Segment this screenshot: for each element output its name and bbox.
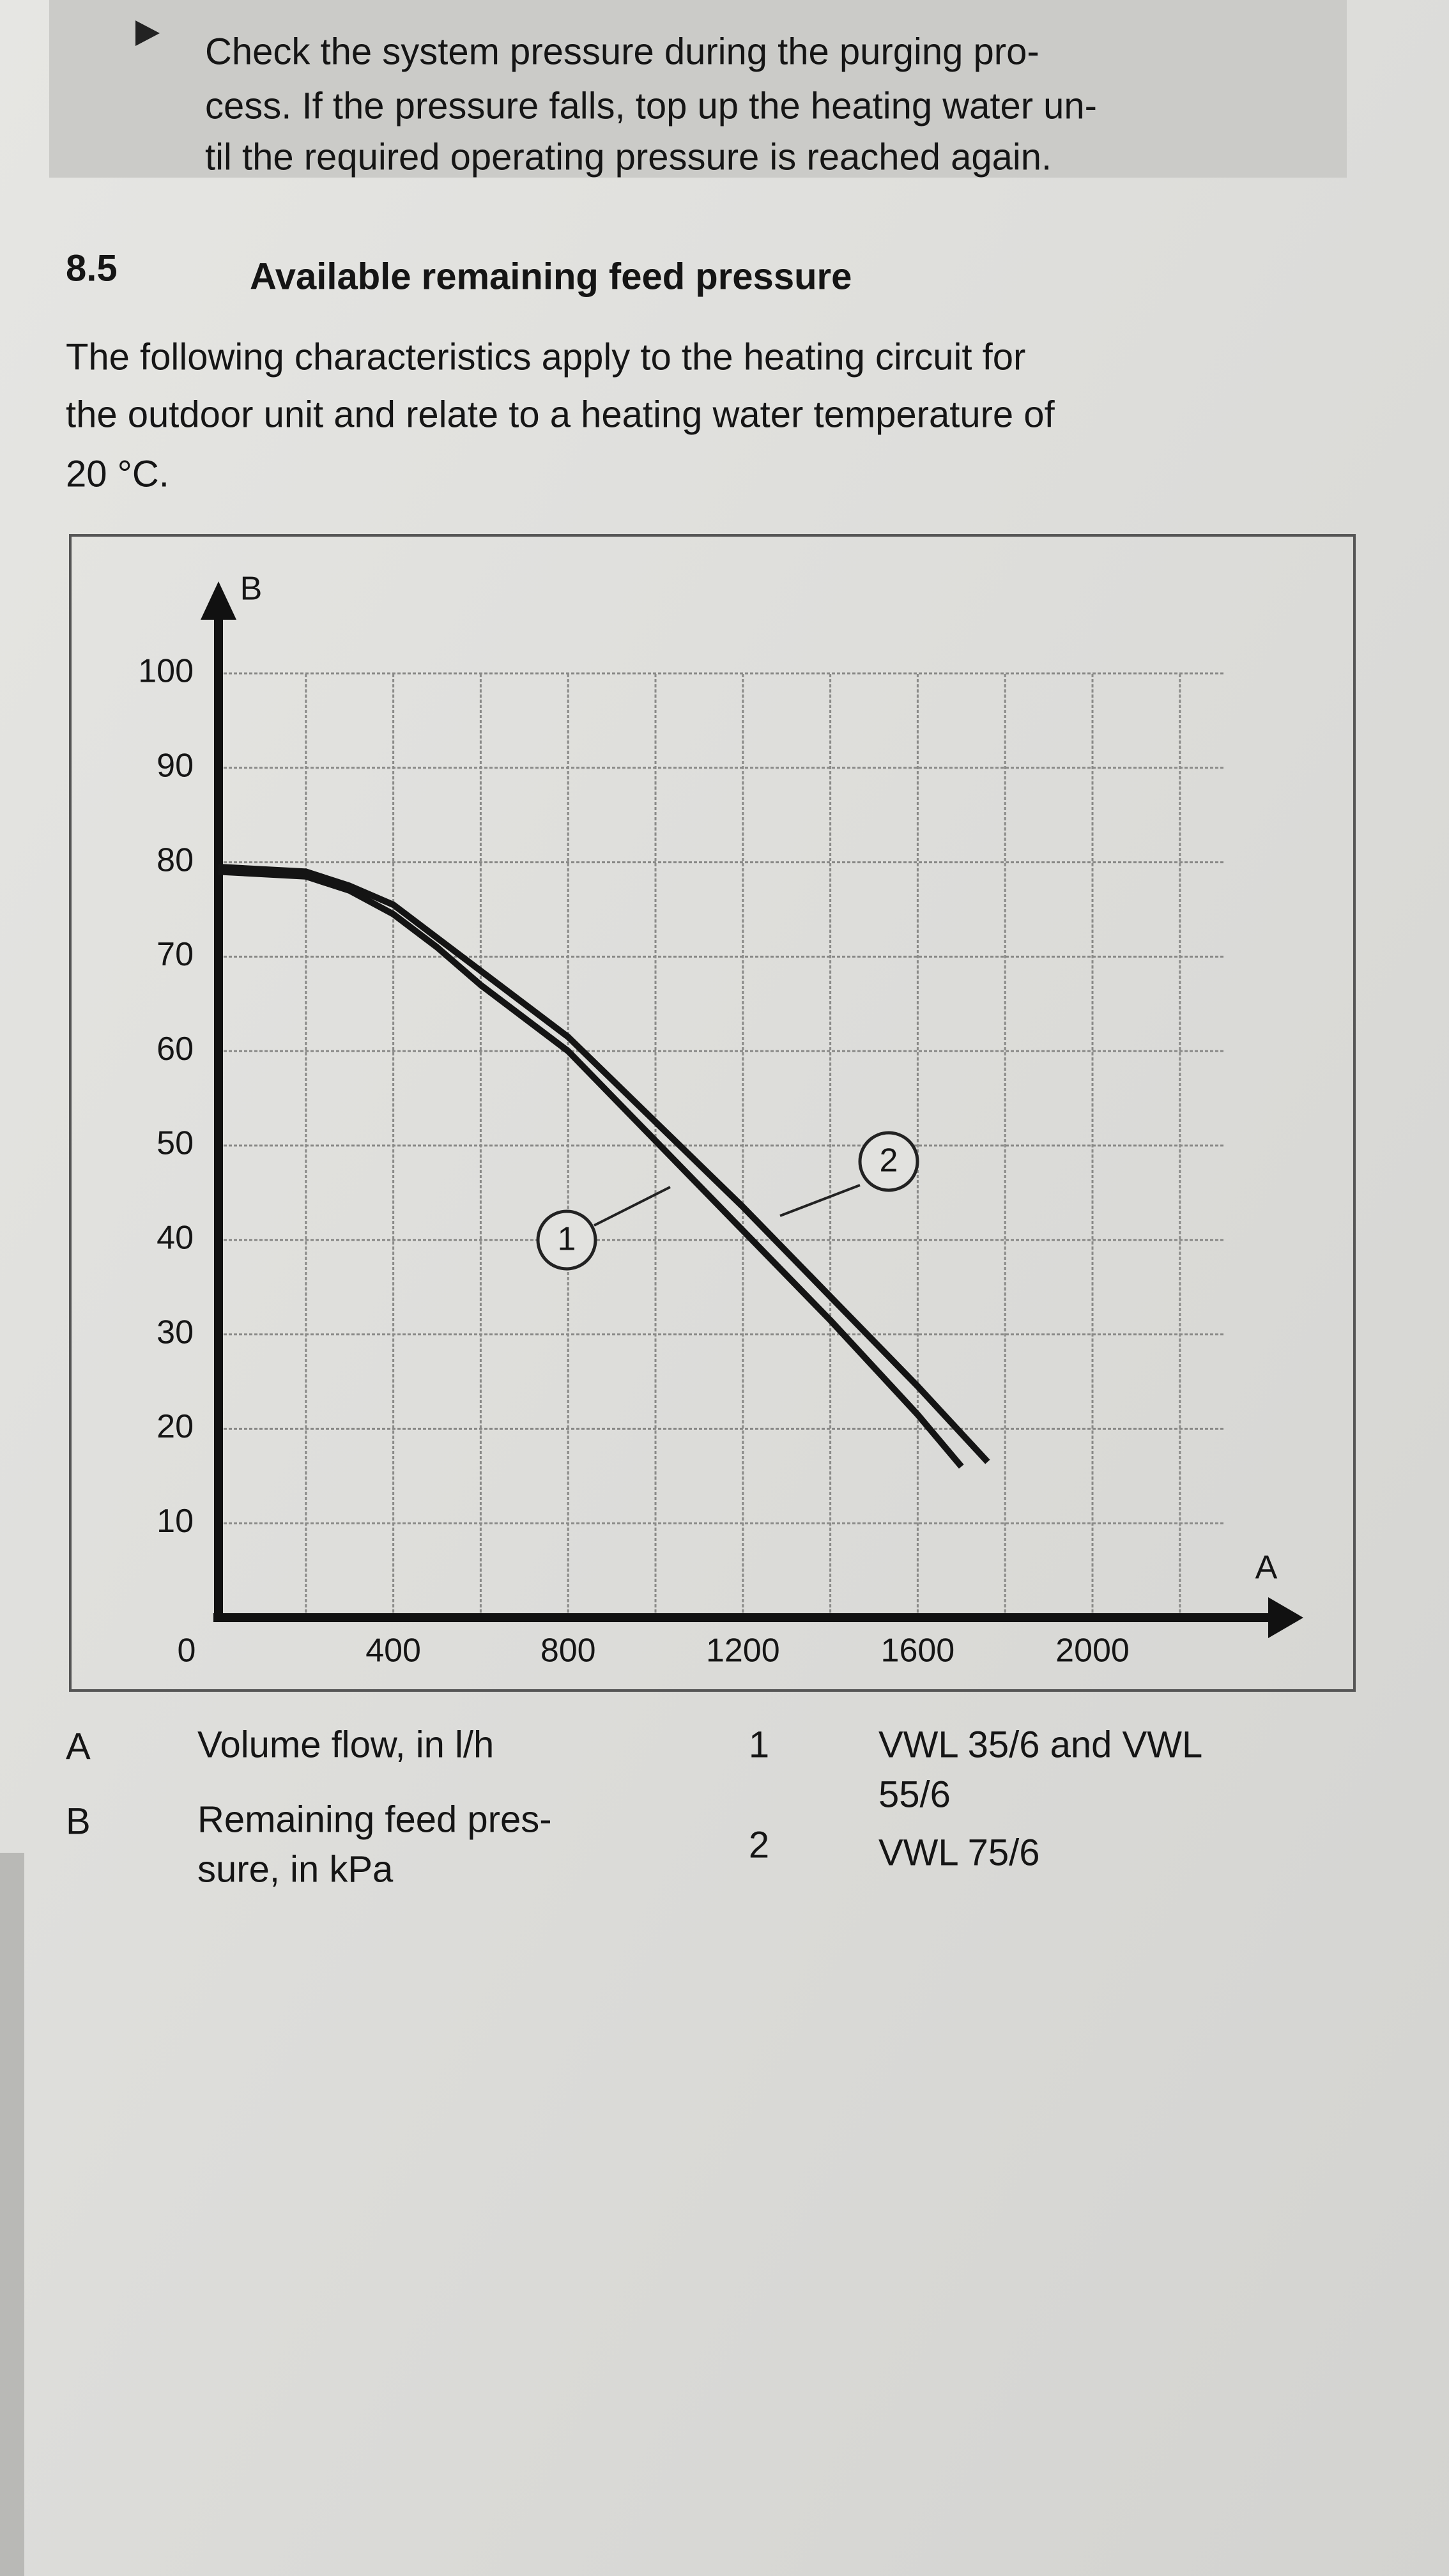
chart-frame [69, 534, 1356, 1692]
callout-label: 2 [880, 1142, 898, 1179]
notice-box [49, 0, 1347, 178]
x-tick-label: 1600 [881, 1632, 955, 1669]
y-tick-label: 30 [157, 1314, 194, 1351]
y-tick-label: 90 [157, 747, 194, 785]
y-tick-label: 40 [157, 1220, 194, 1257]
legend-text: Remaining feed pres- [197, 1798, 552, 1840]
legend-text: VWL 75/6 [878, 1832, 1040, 1873]
paragraph-line: 20 °C. [66, 453, 169, 494]
notice-line: Check the system pressure during the pur… [205, 31, 1039, 72]
y-tick-label: 10 [157, 1503, 194, 1540]
legend-key: B [66, 1800, 91, 1842]
x-tick-label: 400 [365, 1632, 421, 1669]
legend-text: VWL 35/6 and VWL [878, 1724, 1202, 1765]
x-axis-arrow [1268, 1597, 1303, 1638]
y-axis-arrow [201, 581, 236, 620]
callout-circle [858, 1131, 919, 1192]
callout-label: 1 [558, 1221, 576, 1258]
y-tick-label: 70 [157, 936, 194, 973]
legend: A Volume flow, in l/h B Remaining feed pres… [66, 1724, 1202, 1890]
x-tick-label: 0 [178, 1632, 196, 1669]
x-axis-label: A [1255, 1549, 1278, 1586]
y-tick-label: 20 [157, 1408, 194, 1445]
paragraph-line: The following characteristics apply to t… [66, 336, 1025, 378]
notice-arrow [135, 20, 160, 46]
legend-text: Volume flow, in l/h [197, 1724, 494, 1765]
notice-line: cess. If the pressure falls, top up the … [205, 85, 1097, 126]
y-axis-label: B [240, 571, 263, 608]
x-tick-label: 800 [540, 1632, 596, 1669]
paragraph-line: the outdoor unit and relate to a heating… [66, 394, 1055, 435]
y-tick-label: 80 [157, 841, 194, 878]
legend-key: A [66, 1726, 91, 1767]
section-number: 8.5 [66, 247, 118, 289]
legend-text: sure, in kPa [197, 1848, 394, 1890]
y-tick-label: 50 [157, 1125, 194, 1162]
x-tick-label: 2000 [1055, 1632, 1130, 1669]
legend-key: 2 [749, 1824, 769, 1866]
series-line [218, 863, 990, 1464]
callout-leader [594, 1186, 671, 1227]
section-title: Available remaining feed pressure [250, 256, 852, 297]
chart: 10 20 30 40 50 60 70 80 90 100 0 400 800 1200 1600 2000… [138, 571, 1303, 1669]
notice-line: til the required operating pressure is r… [205, 136, 1052, 178]
callout-leader [779, 1184, 861, 1217]
x-tick-label: 1200 [706, 1632, 780, 1669]
legend-key: 1 [749, 1724, 769, 1765]
callout-circle [536, 1209, 597, 1271]
series-line [218, 868, 964, 1469]
y-tick-label: 100 [138, 653, 194, 690]
legend-text: 55/6 [878, 1774, 951, 1815]
page-edge [0, 1853, 24, 2576]
y-tick-label: 60 [157, 1031, 194, 1068]
